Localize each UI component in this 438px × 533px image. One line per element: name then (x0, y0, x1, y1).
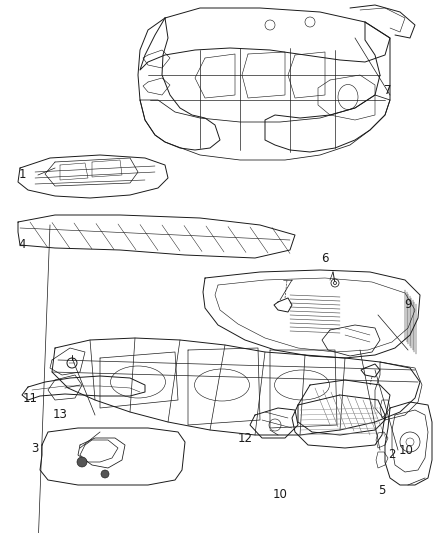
Text: 10: 10 (272, 489, 287, 502)
Text: 12: 12 (237, 432, 252, 445)
Circle shape (77, 457, 87, 467)
Circle shape (333, 281, 336, 285)
Text: 3: 3 (31, 441, 39, 455)
Text: 5: 5 (378, 483, 386, 497)
Text: 6: 6 (321, 252, 329, 264)
Text: 1: 1 (18, 168, 26, 182)
Text: 7: 7 (384, 84, 392, 96)
Text: 10: 10 (399, 443, 413, 456)
Text: 2: 2 (388, 448, 396, 462)
Text: 13: 13 (53, 408, 67, 422)
Circle shape (101, 470, 109, 478)
Text: 4: 4 (18, 238, 26, 252)
Text: 9: 9 (404, 298, 412, 311)
Text: 11: 11 (22, 392, 38, 405)
